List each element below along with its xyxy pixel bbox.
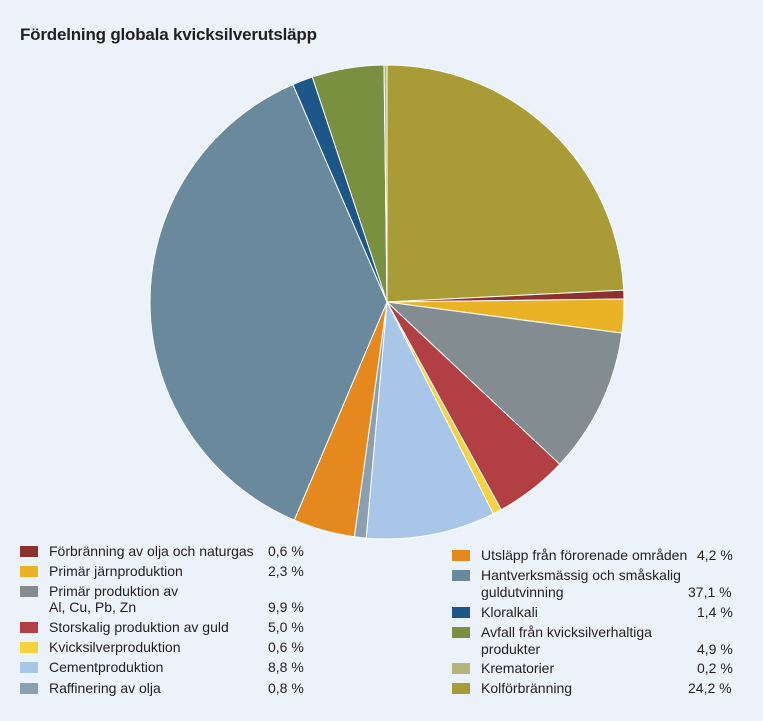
legend-label-line1: Avfall från kvicksilverhaltiga <box>481 624 652 640</box>
legend-swatch <box>452 550 470 561</box>
legend-swatch <box>452 683 470 694</box>
legend-swatch <box>20 546 38 557</box>
legend-swatch <box>20 566 38 577</box>
legend-value: 4,2 % <box>697 547 733 563</box>
legend-value: 1,4 % <box>697 604 733 620</box>
legend-label-line1: Primär produktion av <box>49 583 179 599</box>
legend-value: 0,8 % <box>268 680 304 696</box>
legend-value: 2,3 % <box>268 563 304 579</box>
legend-label: Primär järnproduktion <box>49 563 183 579</box>
legend-label: Krematorier <box>481 660 555 676</box>
legend-value: 0,6 % <box>268 543 304 559</box>
legend-swatch <box>452 607 470 618</box>
legend-value: 0,2 % <box>697 660 733 676</box>
legend-swatch <box>20 642 38 653</box>
legend-value: 24,2 % <box>688 680 732 696</box>
legend-label: Utsläpp från förorenade områden <box>481 547 688 563</box>
pie-slice-12 <box>383 64 388 303</box>
legend-label: Cementproduktion <box>49 659 164 675</box>
pie-slice-9 <box>149 83 388 521</box>
chart-title: Fördelning globala kvicksilverutsläpp <box>20 25 317 44</box>
legend-value: 8,8 % <box>268 659 304 675</box>
legend-swatch <box>20 683 38 694</box>
legend-value: 9,9 % <box>268 599 304 615</box>
legend-swatch <box>452 570 470 581</box>
legend-label-line2: guldutvinning <box>481 584 564 600</box>
legend-label: Kloralkali <box>481 604 538 620</box>
legend-label: Raffinering av olja <box>49 680 161 696</box>
pie-slice-0 <box>386 64 625 303</box>
legend-swatch <box>20 622 38 633</box>
legend-value: 4,9 % <box>697 641 733 657</box>
legend-value: 37,1 % <box>688 584 732 600</box>
pie-slice-3 <box>385 301 623 465</box>
legend-label: Kvicksilverproduktion <box>49 639 181 655</box>
legend-swatch <box>20 586 38 597</box>
legend-swatch <box>452 627 470 638</box>
legend-label: Storskalig produktion av guld <box>49 619 229 635</box>
legend-swatch <box>20 662 38 673</box>
legend-label-line2: Al, Cu, Pb, Zn <box>49 599 137 615</box>
legend-label-line1: Hantverksmässig och småskalig <box>481 567 681 583</box>
pie-slice-6 <box>365 300 494 540</box>
legend-value: 0,6 % <box>268 639 304 655</box>
legend-label-line2: produkter <box>481 641 541 657</box>
legend-label: Förbränning av olja och naturgas <box>49 543 254 559</box>
legend-value: 5,0 % <box>268 619 304 635</box>
legend-swatch <box>452 663 470 674</box>
legend-label: Kolförbränning <box>481 680 573 696</box>
